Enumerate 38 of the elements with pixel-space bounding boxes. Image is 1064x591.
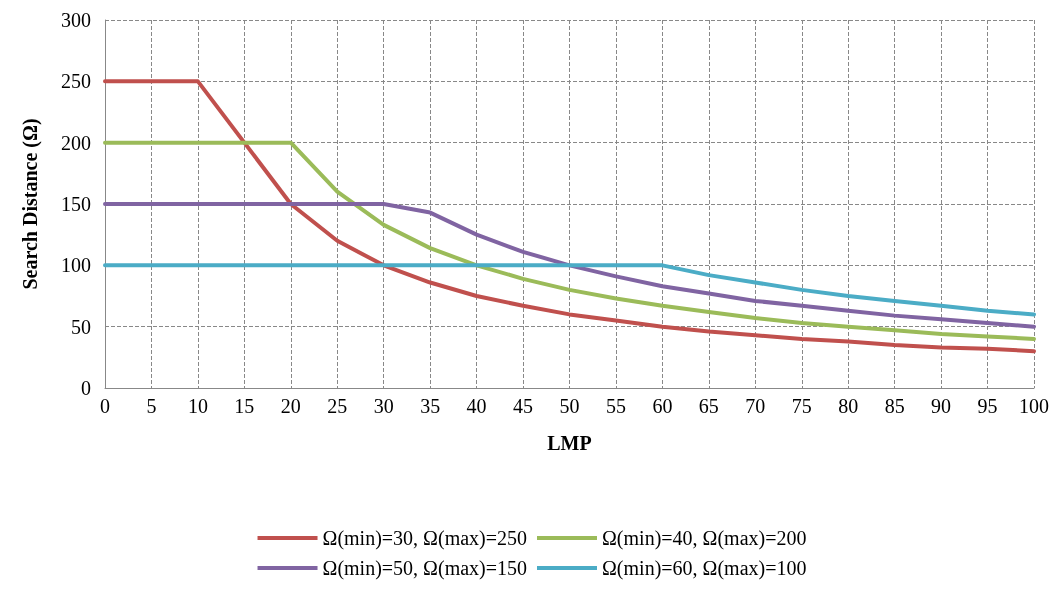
- x-tick-label: 15: [234, 395, 255, 417]
- x-tick-label: 35: [420, 395, 441, 417]
- x-tick-label: 80: [838, 395, 859, 417]
- legend-label: Ω(min)=30, Ω(max)=250: [322, 527, 528, 550]
- y-tick-label: 100: [61, 254, 91, 277]
- legend-label: Ω(min)=40, Ω(max)=200: [602, 527, 807, 550]
- x-axis-title: LMP: [547, 432, 592, 454]
- x-tick-label: 55: [605, 395, 626, 417]
- x-tick-label: 85: [884, 395, 905, 417]
- line-series: [103, 79, 1036, 354]
- legend-label: Ω(min)=60, Ω(max)=100: [602, 557, 807, 580]
- x-tick-label: 20: [280, 395, 301, 417]
- y-tick-label: 250: [61, 70, 91, 93]
- x-tick-label: 65: [698, 395, 719, 417]
- x-tick-label: 90: [931, 395, 952, 417]
- x-tick-label: 5: [146, 395, 157, 417]
- x-tick-label: 45: [513, 395, 534, 417]
- x-tick-label: 70: [745, 395, 766, 417]
- x-tick-label: 30: [373, 395, 394, 417]
- line-series: [103, 140, 1036, 341]
- x-tick-label: 100: [1019, 395, 1049, 417]
- x-tick-label: 50: [559, 395, 580, 417]
- line-series: [103, 263, 1036, 317]
- x-tick-label: 60: [652, 395, 673, 417]
- legend-label: Ω(min)=50, Ω(max)=150: [322, 557, 528, 580]
- line-series: [103, 202, 1036, 329]
- x-tick-label: 75: [791, 395, 812, 417]
- x-tick-label: 40: [466, 395, 487, 417]
- y-tick-label: 200: [61, 131, 91, 154]
- y-tick-label: 150: [61, 193, 91, 215]
- x-tick-label: 10: [187, 395, 208, 417]
- y-tick-label: 300: [61, 9, 91, 31]
- x-tick-label: 95: [977, 395, 998, 417]
- y-axis-title: Search Distance (Ω): [19, 118, 42, 290]
- x-tick-label: 0: [100, 395, 110, 417]
- y-tick-label: 0: [81, 377, 91, 399]
- y-tick-label: 50: [71, 315, 91, 338]
- x-tick-label: 25: [327, 395, 348, 417]
